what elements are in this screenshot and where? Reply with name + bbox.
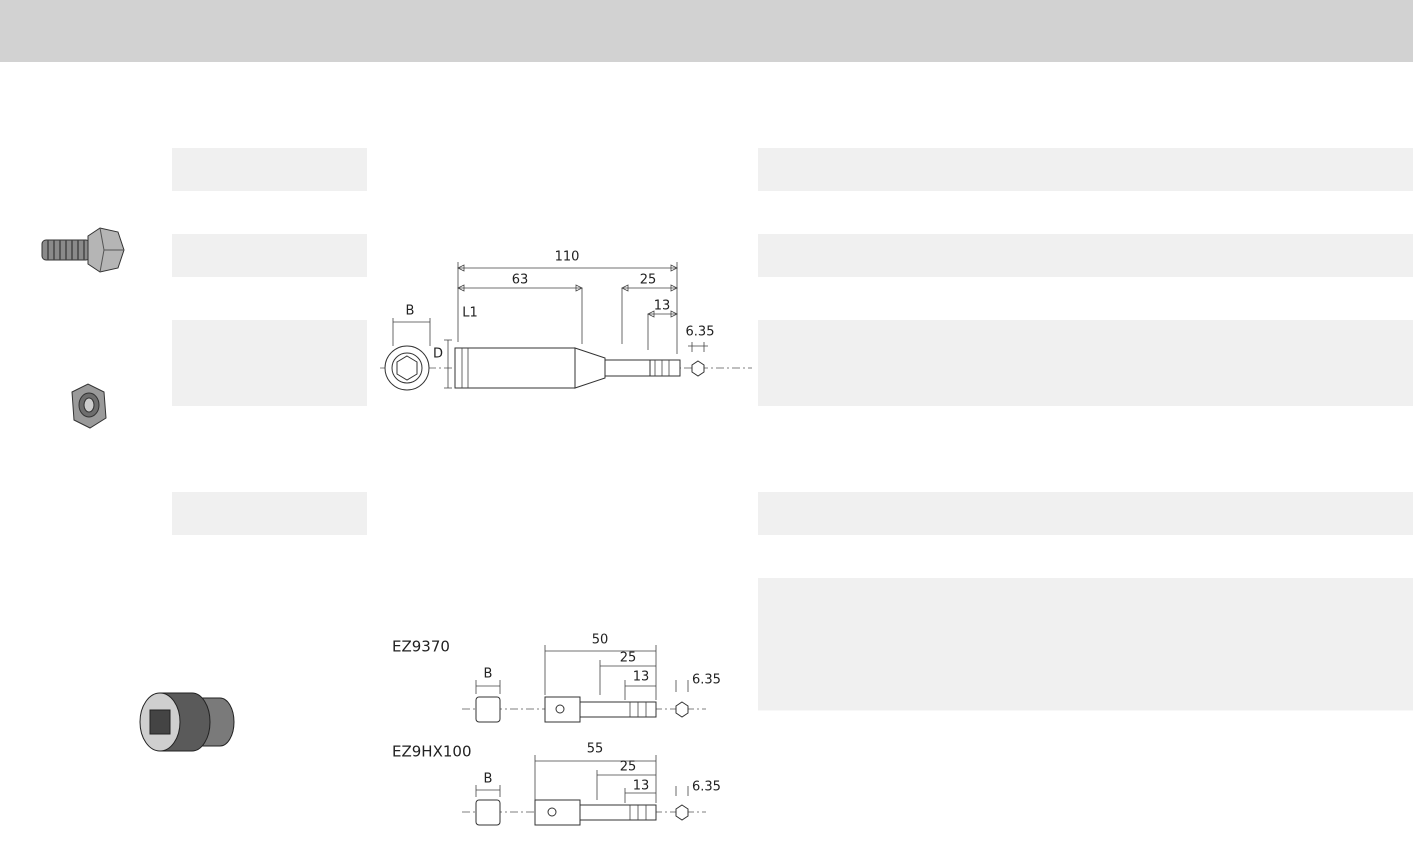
dim-label: 25	[620, 760, 637, 775]
header-bg	[0, 0, 1413, 62]
dim-label: 50	[592, 633, 609, 648]
dim-label: 13	[654, 299, 671, 314]
dim-label: 110	[555, 250, 580, 265]
row-shade	[860, 578, 1413, 711]
row-shade	[172, 363, 367, 406]
dim-label: 13	[633, 779, 650, 794]
dim-label: D	[433, 347, 443, 362]
illustrations: 110 63 25 13 6.35 B L1 D EZ9370 50 25 13…	[41, 227, 752, 826]
dim-label: B	[484, 667, 493, 682]
bolt-icon	[41, 227, 125, 273]
model-label: EZ9370	[392, 638, 450, 656]
dim-label: 6.35	[686, 325, 715, 340]
socket-diagram: 110 63 25 13 6.35 B L1 D	[380, 250, 752, 391]
row-shade	[758, 363, 860, 406]
dim-label: B	[484, 772, 493, 787]
adapter-diagram: EZ9370 50 25 13 6.35 B	[392, 633, 721, 723]
socket-icon	[139, 692, 235, 752]
adapter-diagram: EZ9HX100 55 25 13 6.35 B	[392, 742, 721, 826]
dim-label: 25	[640, 273, 657, 288]
dim-label: 13	[633, 670, 650, 685]
dim-label: 6.35	[692, 673, 721, 688]
row-shade	[172, 148, 367, 191]
dim-label: 63	[512, 273, 529, 288]
backgrounds	[0, 0, 1413, 711]
row-shade	[758, 578, 860, 711]
dim-label: L1	[462, 306, 478, 321]
dim-label: 25	[620, 651, 637, 666]
row-shade	[860, 320, 1413, 406]
row-shade	[172, 234, 367, 277]
row-shade	[860, 234, 1413, 277]
dim-label: 55	[587, 742, 604, 757]
row-shade	[758, 234, 860, 277]
row-shade	[172, 320, 367, 363]
row-shade	[758, 148, 860, 191]
row-shade	[758, 492, 860, 535]
dim-label: B	[406, 304, 415, 319]
row-shade	[758, 320, 860, 363]
row-shade	[860, 148, 1413, 191]
nut-icon	[71, 383, 107, 429]
row-shade	[860, 492, 1413, 535]
dim-label: 6.35	[692, 780, 721, 795]
row-shade	[172, 492, 367, 535]
model-label: EZ9HX100	[392, 743, 471, 761]
